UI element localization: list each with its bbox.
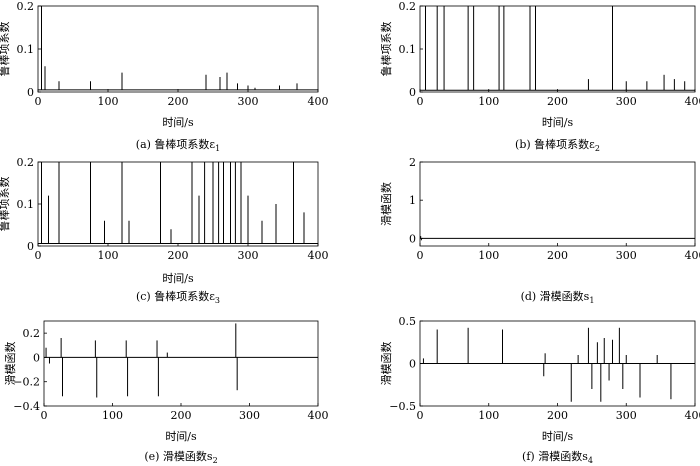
x-tick-label: 0 xyxy=(417,409,424,422)
x-axis-label: 时间/s xyxy=(162,116,194,129)
y-tick-label: 0.2 xyxy=(399,0,417,13)
chart-d: 0100200300400012滑模函数(d) 滑模函数s1 xyxy=(380,156,700,305)
caption-text: (b) 鲁棒项系数ε xyxy=(515,137,595,151)
y-tick-label: 0 xyxy=(409,86,416,99)
y-axis-label: 鲁棒项系数 xyxy=(0,22,11,77)
x-tick-label: 0 xyxy=(41,409,48,422)
y-axis-label: 滑模函数 xyxy=(4,342,17,386)
caption-subscript: 3 xyxy=(215,296,220,305)
x-tick-label: 0 xyxy=(35,95,42,108)
x-tick-label: 100 xyxy=(102,409,123,422)
caption-subscript: 2 xyxy=(595,144,600,153)
y-tick-label: 0 xyxy=(33,351,40,364)
y-tick-label: 0.1 xyxy=(17,43,35,56)
x-tick-label: 400 xyxy=(308,95,329,108)
y-axis-label: 滑模函数 xyxy=(380,182,393,226)
x-tick-label: 200 xyxy=(171,409,192,422)
x-tick-label: 100 xyxy=(478,409,499,422)
y-tick-label: −0.2 xyxy=(13,376,40,389)
y-tick-label: 0 xyxy=(27,86,34,99)
y-tick-label: 1 xyxy=(409,194,416,207)
chart-caption: (e) 滑模函数s2 xyxy=(144,450,217,465)
chart-caption: (f) 滑模函数s4 xyxy=(522,450,593,465)
y-tick-label: 0.2 xyxy=(23,327,41,340)
y-axis-label: 鲁棒项系数 xyxy=(0,177,11,232)
caption-text: (c) 鲁棒项系数ε xyxy=(136,289,215,303)
caption-subscript: 1 xyxy=(215,144,220,153)
x-tick-label: 400 xyxy=(685,249,700,262)
x-tick-label: 400 xyxy=(685,409,700,422)
x-tick-label: 200 xyxy=(168,95,189,108)
chart-caption: (d) 滑模函数s1 xyxy=(521,290,595,305)
x-tick-label: 200 xyxy=(547,249,568,262)
x-tick-label: 400 xyxy=(308,249,329,262)
caption-subscript: 4 xyxy=(588,456,593,465)
caption-text: (f) 滑模函数s xyxy=(522,450,588,463)
chart-caption: (c) 鲁棒项系数ε3 xyxy=(136,289,220,305)
y-tick-label: 0.2 xyxy=(17,156,35,169)
x-tick-label: 200 xyxy=(547,409,568,422)
plot-frame xyxy=(419,161,696,247)
x-tick-label: 300 xyxy=(616,95,637,108)
chart-caption: (a) 鲁棒项系数ε1 xyxy=(136,137,220,153)
plot-frame xyxy=(419,5,696,93)
y-tick-label: 0 xyxy=(409,232,416,245)
x-axis-label: 时间/s xyxy=(165,430,197,443)
caption-text: (e) 滑模函数s xyxy=(144,450,213,463)
x-axis-label: 时间/s xyxy=(542,116,574,129)
x-axis-label: 时间/s xyxy=(162,272,194,285)
x-tick-label: 100 xyxy=(478,249,499,262)
plot-frame xyxy=(37,5,319,93)
x-tick-label: 200 xyxy=(168,249,189,262)
x-tick-label: 0 xyxy=(417,95,424,108)
x-tick-label: 300 xyxy=(238,249,259,262)
y-tick-label: 0.2 xyxy=(17,0,35,13)
y-tick-label: 0.1 xyxy=(399,43,417,56)
y-tick-label: 0 xyxy=(409,358,416,371)
y-tick-label: −0.5 xyxy=(389,400,416,413)
chart-caption: (b) 鲁棒项系数ε2 xyxy=(515,137,600,153)
x-tick-label: 300 xyxy=(616,409,637,422)
x-tick-label: 100 xyxy=(478,95,499,108)
x-tick-label: 300 xyxy=(616,249,637,262)
plot-frame xyxy=(43,320,319,407)
x-tick-label: 400 xyxy=(308,409,329,422)
x-tick-label: 100 xyxy=(98,249,119,262)
caption-text: (d) 滑模函数s xyxy=(521,290,590,303)
caption-text: (a) 鲁棒项系数ε xyxy=(136,137,216,151)
x-tick-label: 300 xyxy=(239,409,260,422)
x-tick-label: 300 xyxy=(238,95,259,108)
caption-subscript: 2 xyxy=(213,456,218,465)
caption-subscript: 1 xyxy=(589,296,594,305)
y-tick-label: 2 xyxy=(409,156,416,169)
y-axis-label: 滑模函数 xyxy=(380,342,393,386)
x-tick-label: 100 xyxy=(98,95,119,108)
y-tick-label: −0.4 xyxy=(13,400,40,413)
x-tick-label: 0 xyxy=(417,249,424,262)
x-tick-label: 0 xyxy=(35,249,42,262)
y-tick-label: 0.1 xyxy=(17,198,35,211)
x-tick-label: 200 xyxy=(547,95,568,108)
x-tick-label: 400 xyxy=(685,95,700,108)
y-tick-label: 0 xyxy=(27,240,34,253)
y-tick-label: 0.5 xyxy=(399,315,417,328)
y-axis-label: 鲁棒项系数 xyxy=(379,22,393,77)
x-axis-label: 时间/s xyxy=(542,430,574,443)
